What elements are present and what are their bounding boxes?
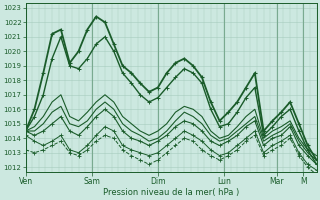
X-axis label: Pression niveau de la mer( hPa ): Pression niveau de la mer( hPa ) bbox=[103, 188, 239, 197]
